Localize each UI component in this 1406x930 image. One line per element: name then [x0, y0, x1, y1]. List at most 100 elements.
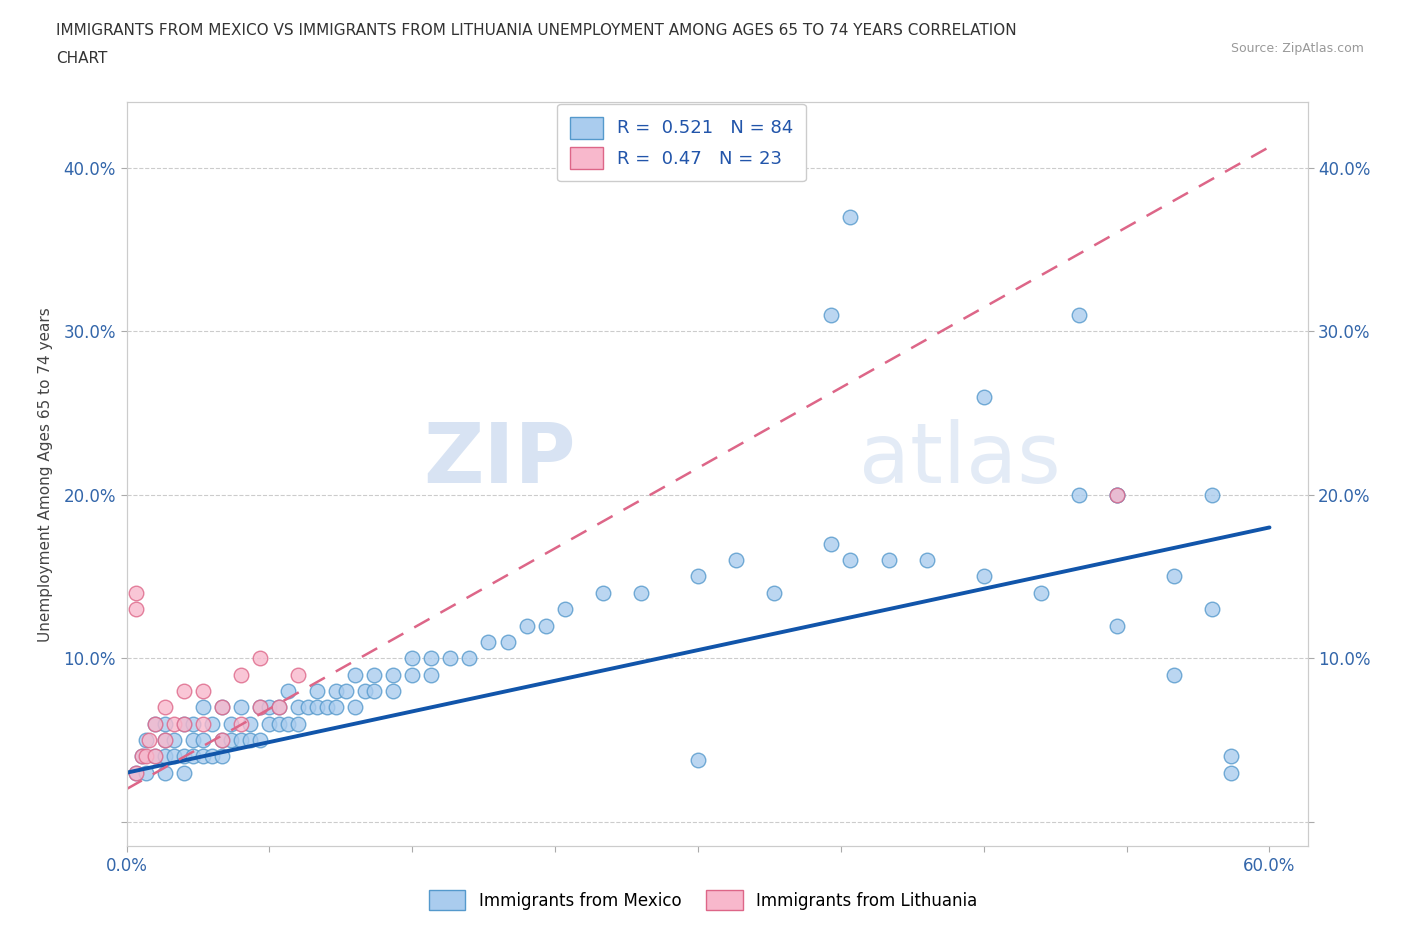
Point — [973, 389, 995, 404]
Point — [181, 716, 204, 731]
Point — [163, 716, 186, 731]
Point — [135, 749, 157, 764]
Point — [211, 749, 233, 764]
Point — [173, 684, 195, 698]
Point — [915, 552, 938, 567]
Point — [138, 733, 160, 748]
Point — [1220, 749, 1243, 764]
Point — [221, 716, 243, 731]
Point — [211, 733, 233, 748]
Text: Source: ZipAtlas.com: Source: ZipAtlas.com — [1230, 42, 1364, 55]
Text: CHART: CHART — [56, 51, 108, 66]
Point — [259, 716, 281, 731]
Point — [686, 752, 709, 767]
Point — [191, 733, 214, 748]
Point — [839, 552, 862, 567]
Point — [686, 569, 709, 584]
Point — [363, 684, 385, 698]
Point — [305, 700, 328, 715]
Point — [143, 716, 166, 731]
Y-axis label: Unemployment Among Ages 65 to 74 years: Unemployment Among Ages 65 to 74 years — [38, 307, 52, 642]
Point — [315, 700, 337, 715]
Point — [382, 684, 405, 698]
Point — [191, 716, 214, 731]
Point — [477, 634, 499, 649]
Point — [143, 716, 166, 731]
Point — [420, 651, 443, 666]
Point — [344, 700, 367, 715]
Point — [249, 733, 271, 748]
Point — [1107, 487, 1129, 502]
Point — [277, 716, 299, 731]
Point — [297, 700, 319, 715]
Point — [153, 733, 176, 748]
Point — [839, 209, 862, 224]
Point — [173, 749, 195, 764]
Point — [325, 700, 347, 715]
Legend: R =  0.521   N = 84, R =  0.47   N = 23: R = 0.521 N = 84, R = 0.47 N = 23 — [557, 104, 806, 181]
Point — [173, 716, 195, 731]
Point — [973, 569, 995, 584]
Point — [325, 684, 347, 698]
Point — [259, 700, 281, 715]
Point — [125, 585, 148, 600]
Point — [1163, 569, 1185, 584]
Point — [211, 733, 233, 748]
Point — [143, 749, 166, 764]
Point — [135, 733, 157, 748]
Point — [201, 749, 224, 764]
Point — [201, 716, 224, 731]
Point — [267, 716, 290, 731]
Point — [125, 602, 148, 617]
Point — [592, 585, 614, 600]
Point — [630, 585, 652, 600]
Point — [458, 651, 481, 666]
Point — [1029, 585, 1052, 600]
Point — [516, 618, 538, 633]
Point — [287, 667, 309, 682]
Point — [249, 651, 271, 666]
Point — [125, 765, 148, 780]
Point — [211, 700, 233, 715]
Point — [1201, 487, 1223, 502]
Point — [496, 634, 519, 649]
Legend: Immigrants from Mexico, Immigrants from Lithuania: Immigrants from Mexico, Immigrants from … — [422, 884, 984, 917]
Point — [1220, 765, 1243, 780]
Point — [439, 651, 461, 666]
Point — [725, 552, 748, 567]
Point — [1107, 487, 1129, 502]
Point — [239, 716, 262, 731]
Text: IMMIGRANTS FROM MEXICO VS IMMIGRANTS FROM LITHUANIA UNEMPLOYMENT AMONG AGES 65 T: IMMIGRANTS FROM MEXICO VS IMMIGRANTS FRO… — [56, 23, 1017, 38]
Point — [401, 667, 423, 682]
Point — [173, 716, 195, 731]
Point — [534, 618, 557, 633]
Point — [1107, 487, 1129, 502]
Point — [554, 602, 576, 617]
Point — [249, 700, 271, 715]
Point — [163, 733, 186, 748]
Point — [1163, 667, 1185, 682]
Point — [305, 684, 328, 698]
Point — [763, 585, 786, 600]
Point — [229, 667, 252, 682]
Point — [1201, 602, 1223, 617]
Point — [153, 765, 176, 780]
Point — [382, 667, 405, 682]
Point — [820, 308, 842, 323]
Point — [125, 765, 148, 780]
Text: ZIP: ZIP — [423, 418, 575, 500]
Point — [221, 733, 243, 748]
Point — [239, 733, 262, 748]
Point — [153, 716, 176, 731]
Point — [249, 700, 271, 715]
Point — [344, 667, 367, 682]
Point — [420, 667, 443, 682]
Point — [1067, 487, 1090, 502]
Point — [135, 765, 157, 780]
Point — [131, 749, 153, 764]
Point — [173, 765, 195, 780]
Point — [181, 733, 204, 748]
Text: atlas: atlas — [859, 418, 1060, 500]
Point — [163, 749, 186, 764]
Point — [877, 552, 900, 567]
